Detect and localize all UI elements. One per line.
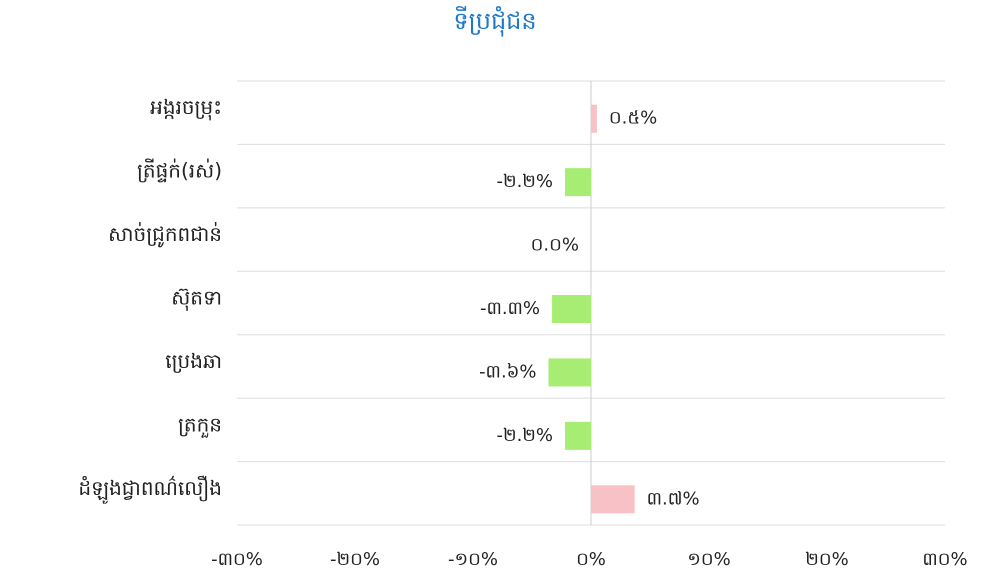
value-label: ៣.៧% — [647, 488, 700, 509]
category-label: សាច់ជ្រូកពជាន់ — [108, 221, 222, 248]
x-tick-label: ២០% — [805, 549, 848, 570]
category-label: ដំឡូងជ្វាពណ៌លឿង — [78, 475, 222, 504]
bar — [591, 104, 597, 133]
category-label: ប្រេងឆា — [165, 349, 222, 373]
x-tick-label: -៣០% — [211, 549, 263, 570]
value-label: -២.២% — [496, 425, 553, 446]
x-tick-label: -២០% — [330, 549, 380, 570]
value-label: ០.៥% — [609, 108, 657, 129]
value-label: -៣.៦% — [479, 361, 536, 382]
category-label: ត្រីផ្ទក់(រស់) — [137, 158, 222, 183]
bar — [591, 485, 635, 514]
value-label: -៣.៣% — [480, 298, 540, 319]
bar — [548, 358, 591, 387]
category-label: ស៊ុតទា — [171, 286, 222, 312]
x-tick-label: -១០% — [448, 549, 498, 570]
bar — [552, 295, 591, 323]
category-label: ត្រកួន — [178, 412, 222, 438]
x-tick-label: ៣០% — [922, 549, 967, 570]
bar — [565, 421, 591, 450]
value-label: -២.២% — [496, 171, 553, 192]
chart-title: ទីប្រជុំជន — [453, 6, 536, 37]
x-tick-label: ០% — [576, 549, 606, 570]
category-label: អង្ករចម្រុះ — [150, 95, 222, 121]
bar — [565, 168, 591, 197]
value-label: ០.០% — [531, 235, 579, 256]
x-tick-label: ១០% — [687, 549, 730, 570]
